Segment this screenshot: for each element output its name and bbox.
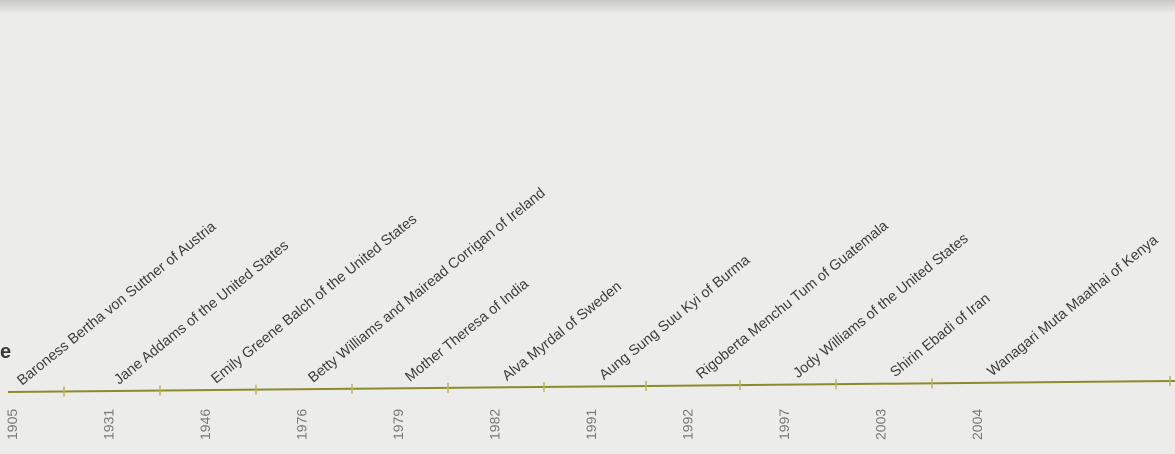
laureate-name: Wanagari Muta Maathai of Kenya (984, 232, 1162, 380)
laureate-year: 1991 (583, 409, 599, 440)
laureate-year: 1931 (101, 409, 117, 440)
laureate-year: 1997 (776, 409, 792, 440)
laureate-year: 1905 (4, 409, 20, 440)
laureate-name: Emily Greene Balch of the United States (208, 211, 420, 387)
laureate-name: Shirin Ebadi of Iran (887, 291, 993, 381)
laureate-year: 2003 (873, 409, 889, 440)
laureate-name: Baroness Bertha von Suttner of Austria (14, 218, 220, 389)
timeline-axis (7, 380, 1175, 393)
laureate-name: Aung Sung Suu Kyi of Burma (596, 252, 753, 384)
cut-off-heading-letter: e (0, 341, 12, 363)
laureate-year: 1982 (487, 409, 503, 440)
laureate-year: 1946 (197, 409, 213, 440)
laureate-year: 1979 (390, 409, 406, 440)
top-shade (0, 0, 1175, 14)
laureate-name: Rigoberta Menchu Tum of Guatemala (693, 217, 892, 382)
laureate-year: 1992 (680, 409, 696, 440)
laureate-name: Jody Williams of the United States (790, 231, 971, 382)
laureate-year: 1976 (294, 409, 310, 440)
laureate-name: Jane Addams of the United States (111, 238, 291, 388)
laureate-year: 2004 (969, 409, 985, 440)
